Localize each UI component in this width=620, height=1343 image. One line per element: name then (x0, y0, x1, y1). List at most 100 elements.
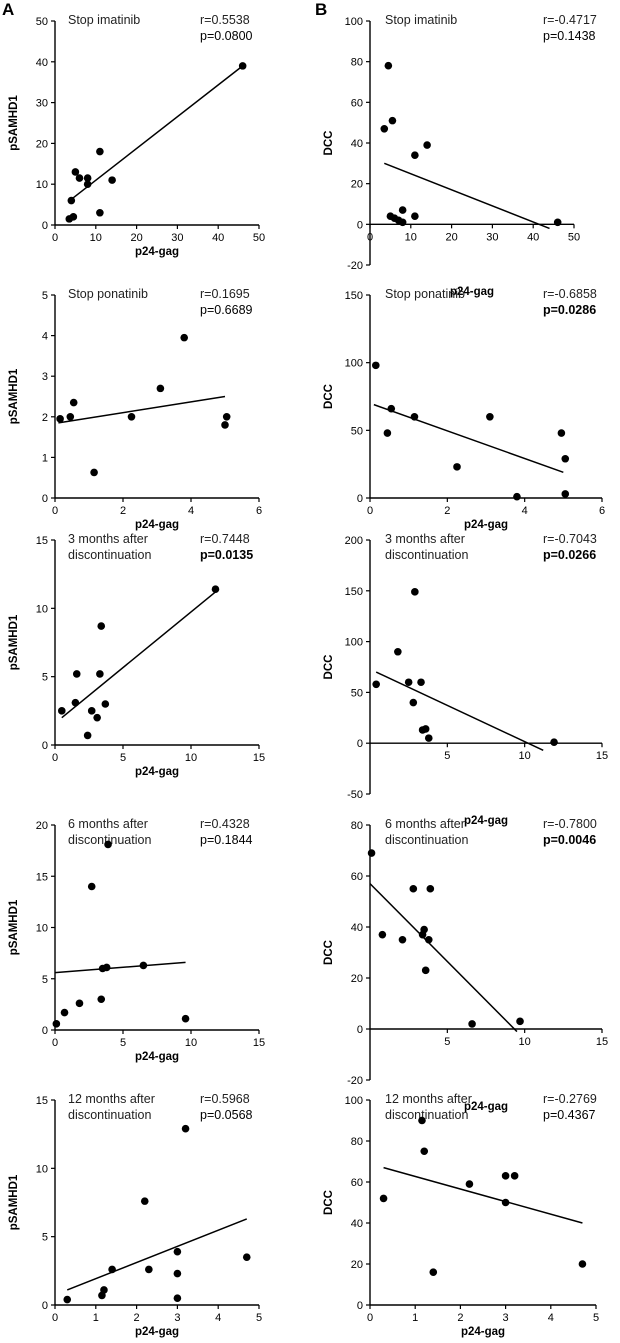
chart-6-point (550, 738, 558, 746)
chart-1-x-axis-title: p24-gag (135, 246, 179, 258)
chart-8-regression-line (369, 883, 518, 1033)
chart-3-x-tick-label: 0 (52, 505, 58, 517)
chart-7-x-axis-title: p24-gag (135, 1051, 179, 1063)
chart-5-point (71, 698, 80, 707)
chart-7-x-tick-label: 5 (120, 1037, 126, 1049)
chart-7-y-tick-label: 5 (42, 974, 48, 986)
chart-5-r-value: r=0.7448 (200, 532, 250, 546)
chart-2-point (380, 124, 389, 133)
chart-6-title: discontinuation (385, 548, 468, 562)
chart-2-r-value: r=-0.4717 (543, 13, 597, 27)
chart-6-point (409, 698, 418, 707)
chart-8-y-tick-label: 0 (357, 1024, 363, 1036)
chart-7-p-value: p=0.1844 (200, 833, 253, 847)
chart-4-x-tick-label: 4 (522, 505, 528, 517)
chart-2-point (398, 206, 407, 214)
chart-3-point (180, 333, 188, 342)
chart-7-point (181, 1014, 190, 1023)
chart-3-y-axis-title: pSAMHD1 (8, 368, 20, 424)
chart-8-point (424, 935, 433, 944)
chart-6-y-tick-label: 50 (351, 687, 363, 699)
chart-7-y-tick-label: 15 (36, 871, 48, 883)
chart-8-y-tick-label: 60 (351, 871, 363, 883)
chart-4-y-tick-label: 100 (345, 358, 363, 370)
chart-1-y-tick-label: 50 (36, 16, 48, 28)
chart-6-y-tick-label: 100 (345, 637, 363, 649)
chart-2-x-tick-label: 0 (367, 231, 373, 243)
chart-2-x-tick-label: 20 (445, 231, 457, 243)
chart-4-point (383, 429, 392, 437)
chart-9-y-tick-label: 10 (36, 1163, 48, 1175)
chart-9-point (181, 1124, 190, 1133)
chart-8-title: 6 months after (385, 817, 465, 831)
chart-7-y-tick-label: 10 (36, 923, 48, 935)
chart-7-point (87, 882, 96, 891)
chart-8-point (378, 930, 387, 939)
chart-4-point (410, 413, 419, 421)
chart-9-point (108, 1265, 116, 1274)
chart-9-y-tick-label: 15 (36, 1095, 48, 1107)
chart-5-x-tick-label: 10 (185, 752, 197, 764)
chart-1-p-value: p=0.0800 (200, 29, 253, 43)
chart-1-point (67, 196, 76, 205)
chart-6-y-tick-label: 150 (345, 586, 363, 598)
chart-3-r-value: r=0.1695 (200, 287, 250, 301)
chart-4-y-tick-label: 0 (357, 493, 363, 505)
chart-7-point (60, 1008, 69, 1017)
chart-9-title: discontinuation (68, 1108, 151, 1122)
chart-6-point (404, 678, 413, 687)
chart-9-point (145, 1265, 153, 1274)
chart-4-p-value: p=0.0286 (543, 303, 596, 317)
chart-5-x-axis-title: p24-gag (135, 766, 179, 778)
chart-4-point (561, 490, 570, 498)
chart-7-point (75, 999, 84, 1008)
chart-5-x-tick-label: 15 (253, 752, 265, 764)
chart-1-regression-line (70, 65, 244, 200)
chart-8-r-value: r=-0.7800 (543, 817, 597, 831)
chart-7-title: discontinuation (68, 833, 151, 847)
chart-1-title: Stop imatinib (68, 13, 140, 27)
chart-2-y-tick-label: 60 (351, 97, 363, 109)
chart-3-title: Stop ponatinib (68, 287, 148, 301)
chart-4-regression-line (373, 403, 564, 473)
chart-9-point (173, 1269, 182, 1278)
chart-1-y-tick-label: 20 (36, 138, 48, 150)
chart-9-point (242, 1253, 251, 1261)
chart-4-y-tick-label: 50 (351, 425, 363, 437)
chart-10-x-tick-label: 3 (503, 1312, 509, 1324)
chart-2-y-tick-label: 40 (351, 138, 363, 150)
chart-7-regression-line (54, 961, 186, 974)
chart-10-x-tick-label: 0 (367, 1312, 373, 1324)
chart-9-y-tick-label: 0 (42, 1300, 48, 1312)
chart-5-y-tick-label: 5 (42, 672, 48, 684)
chart-6-y-tick-label: 0 (357, 738, 363, 750)
chart-1-x-tick-label: 20 (130, 232, 142, 244)
chart-2-p-value: p=0.1438 (543, 29, 596, 43)
chart-3-x-tick-label: 2 (120, 505, 126, 517)
chart-6-y-axis-title: DCC (323, 655, 335, 680)
chart-5-point (87, 707, 96, 715)
chart-8-x-tick-label: 5 (444, 1036, 450, 1048)
chart-2-point (553, 218, 562, 227)
chart-3-point (221, 421, 229, 429)
chart-7-point (104, 840, 112, 849)
chart-10-point (429, 1268, 438, 1276)
chart-4-point (513, 492, 521, 501)
chart-2-x-tick-label: 40 (527, 231, 539, 243)
chart-10-point (578, 1260, 587, 1268)
chart-1-x-tick-label: 10 (90, 232, 102, 244)
chart-7-x-tick-label: 10 (185, 1037, 197, 1049)
chart-10-x-tick-label: 2 (457, 1312, 463, 1324)
chart-5-point (97, 622, 106, 630)
chart-3-point (156, 384, 165, 393)
chart-6-x-axis-title: p24-gag (464, 815, 508, 827)
chart-9-x-tick-label: 5 (256, 1312, 262, 1324)
chart-10-y-tick-label: 0 (357, 1300, 363, 1312)
chart-1-x-tick-label: 50 (253, 232, 265, 244)
chart-4-y-tick-label: 150 (345, 290, 363, 302)
chart-1-y-tick-label: 30 (36, 98, 48, 110)
chart-5-point (101, 700, 110, 708)
chart-8-title: discontinuation (385, 833, 468, 847)
chart-3-y-tick-label: 5 (42, 290, 48, 302)
chart-10-y-axis-title: DCC (323, 1190, 335, 1215)
